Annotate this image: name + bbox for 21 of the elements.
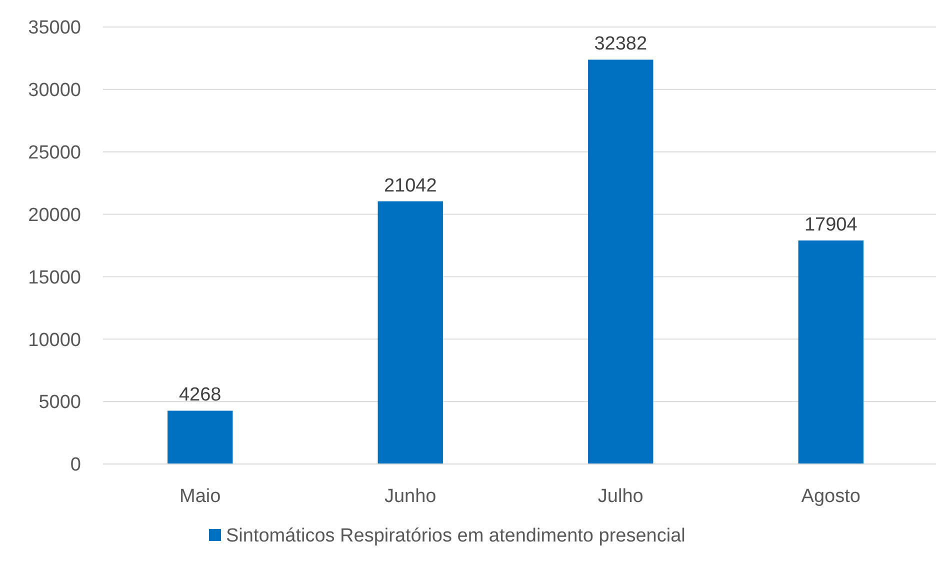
bar: [378, 201, 443, 464]
x-tick-label: Agosto: [801, 486, 860, 507]
legend-label: Sintomáticos Respiratórios em atendimento presencial: [226, 526, 686, 547]
x-tick-label: Junho: [384, 486, 436, 507]
y-tick-label: 15000: [28, 267, 81, 288]
y-tick-label: 35000: [28, 18, 81, 39]
bar: [798, 240, 864, 464]
data-label: 4268: [178, 384, 222, 406]
x-tick-label: Julho: [598, 486, 644, 507]
bar: [588, 60, 654, 464]
y-tick-label: 30000: [28, 80, 81, 102]
y-tick-label: 10000: [28, 330, 81, 351]
y-tick-label: 0: [70, 454, 81, 476]
x-tick-label: Maio: [180, 486, 221, 507]
data-label: 17904: [804, 214, 858, 236]
y-tick-label: 20000: [28, 204, 81, 226]
y-tick-label: 25000: [28, 142, 81, 164]
data-label: 21042: [384, 175, 437, 196]
bar: [168, 410, 233, 464]
data-label: 32382: [594, 34, 648, 55]
y-tick-label: 5000: [38, 392, 81, 414]
